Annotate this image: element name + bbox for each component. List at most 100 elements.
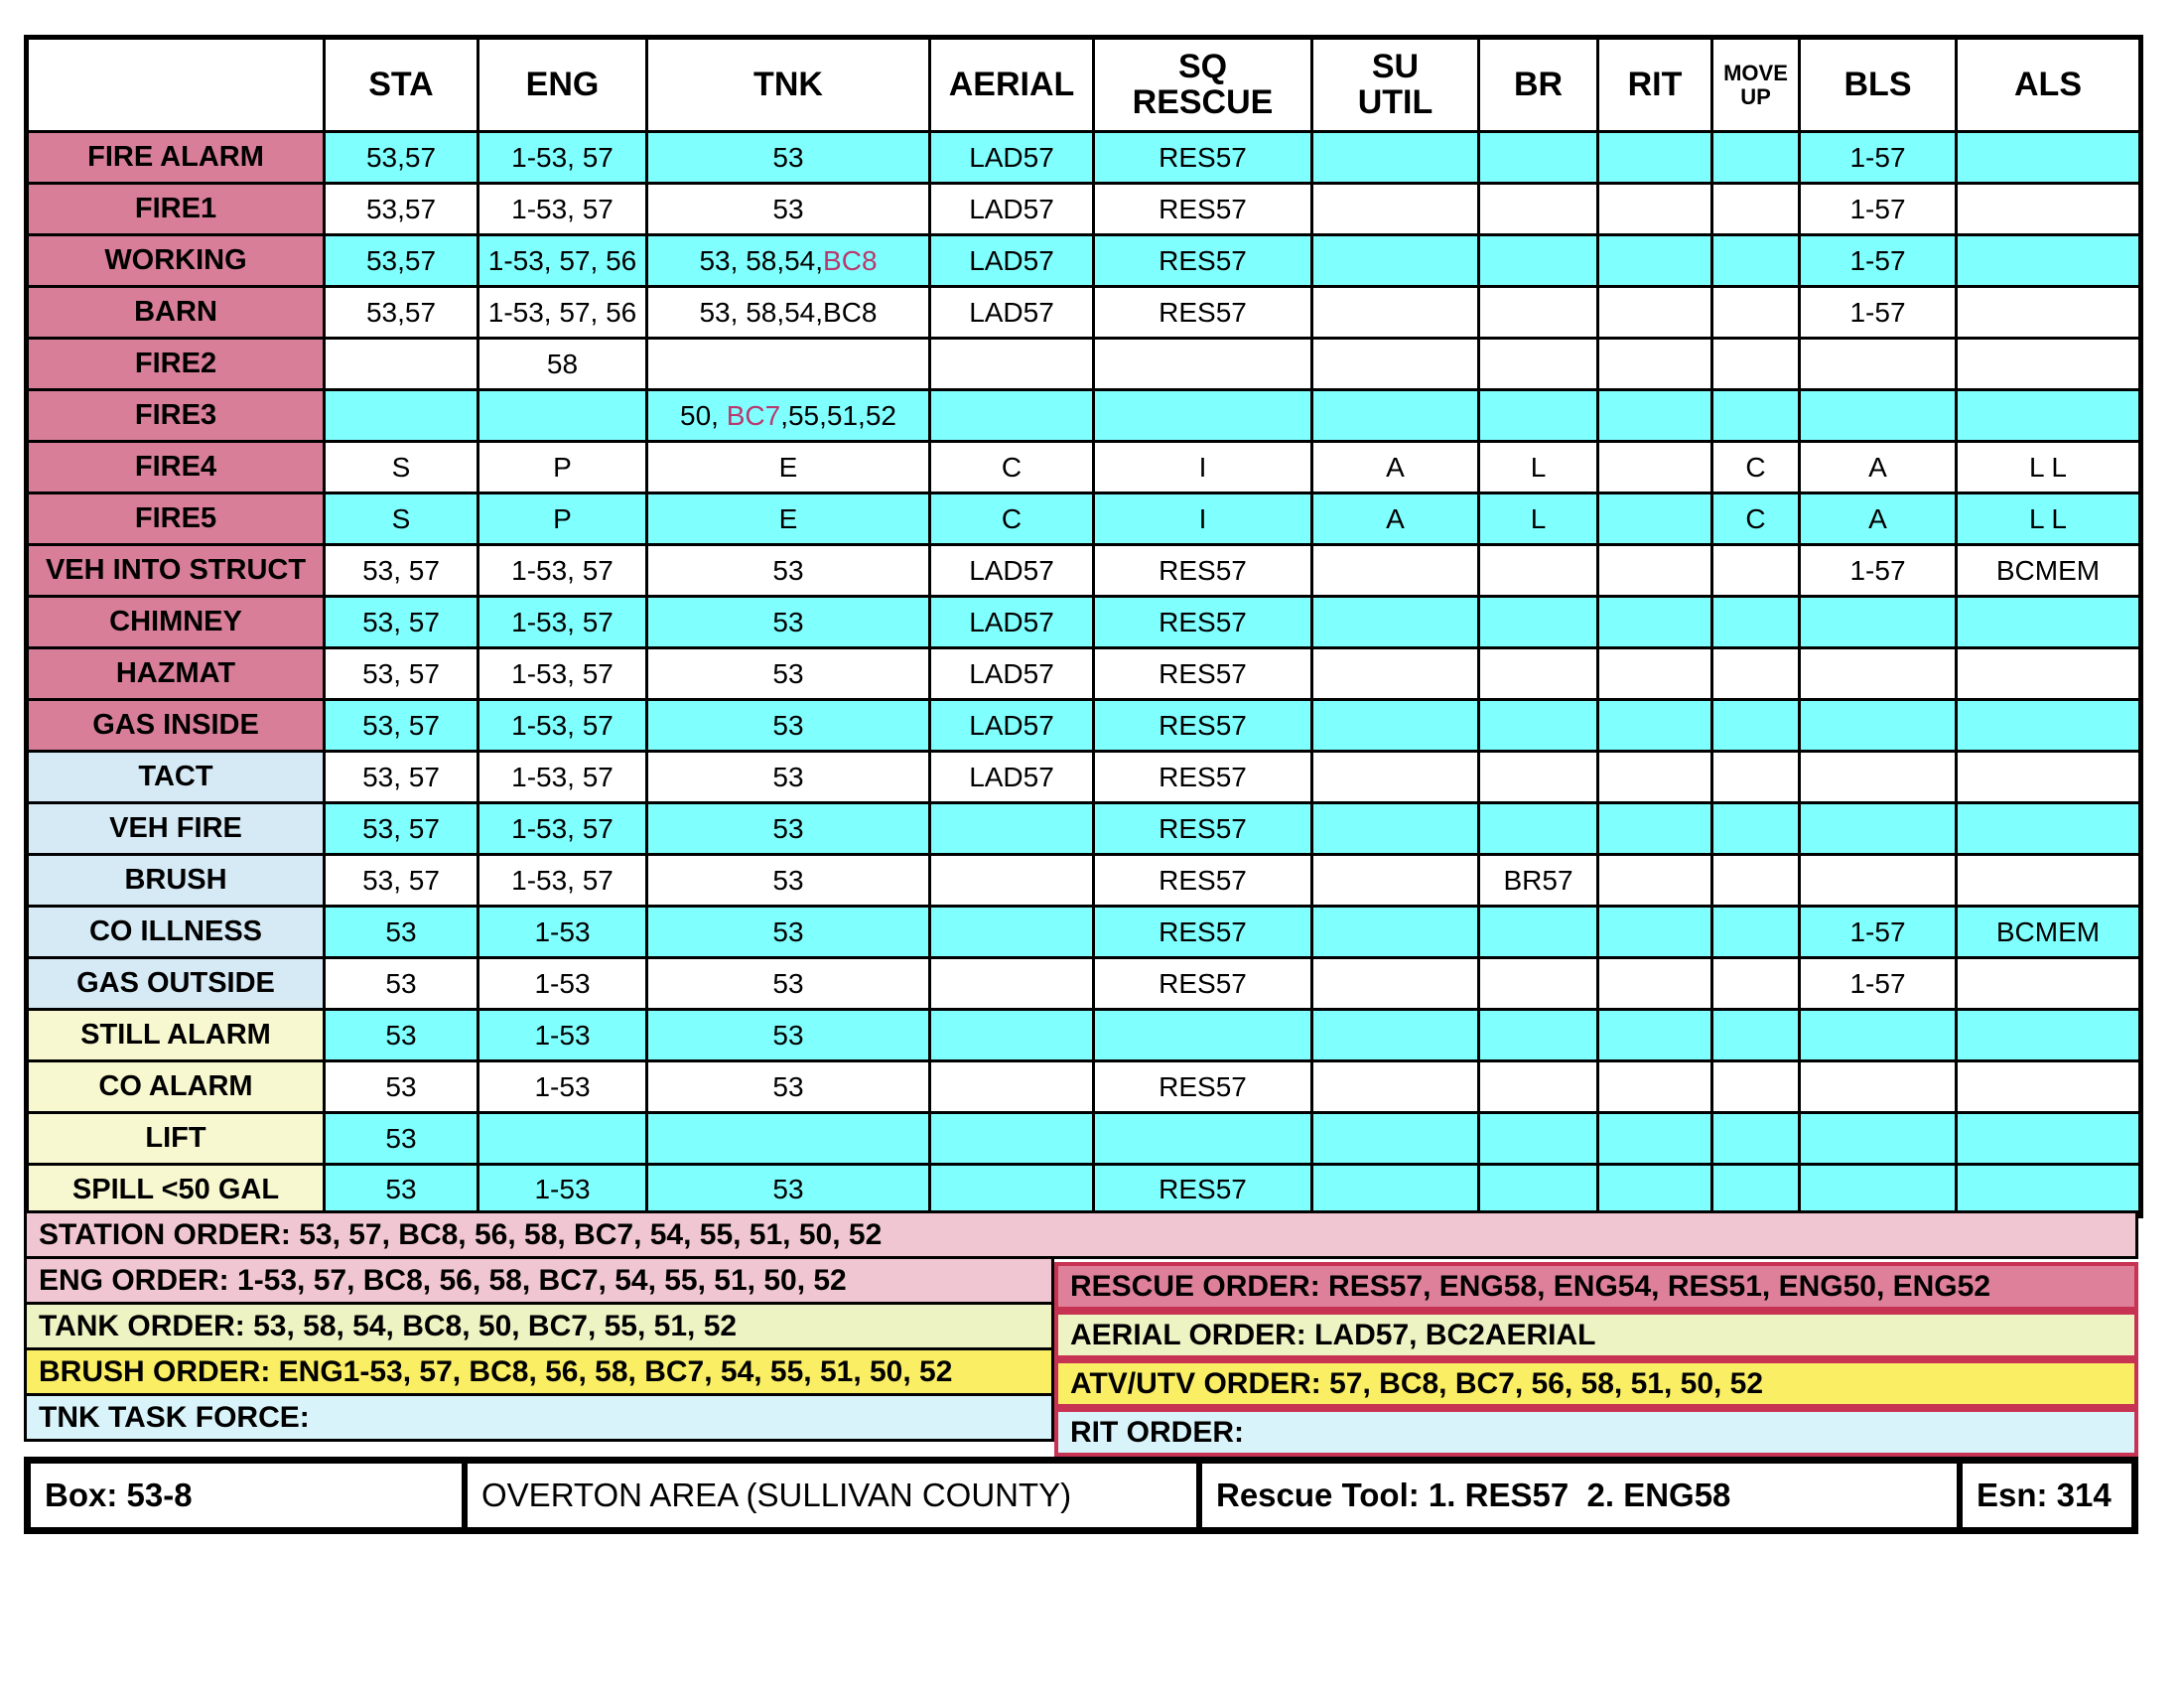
grid-cell	[1710, 543, 1801, 598]
grid-cell	[928, 1111, 1095, 1166]
row-label: FIRE5	[25, 492, 326, 546]
grid-cell: LAD57	[928, 698, 1095, 753]
row-label: VEH INTO STRUCT	[25, 543, 326, 598]
grid-cell	[1798, 1008, 1958, 1062]
grid-cell: 53	[645, 853, 931, 908]
grid-cell: LAD57	[928, 646, 1095, 701]
grid-cell: 53	[645, 956, 931, 1011]
grid-cell	[1310, 1059, 1480, 1114]
grid-cell	[1596, 905, 1713, 959]
grid-cell	[928, 1008, 1095, 1062]
table-row-fire1: FIRE1 53,57 1-53, 57 53 LAD57 RES57 1-57	[25, 182, 2142, 236]
grid-cell	[1596, 492, 1713, 546]
grid-cell	[1798, 801, 1958, 856]
grid-cell: S	[323, 440, 479, 494]
grid-cell	[1092, 388, 1313, 443]
grid-cell	[1596, 595, 1713, 649]
row-label: HAZMAT	[25, 646, 326, 701]
grid-cell	[928, 388, 1095, 443]
tnk-task-force-row: TNK TASK FORCE:	[24, 1393, 1054, 1442]
grid-cell: 1-53, 57	[477, 543, 648, 598]
grid-cell: LAD57	[928, 182, 1095, 236]
grid-cell	[477, 388, 648, 443]
row-label: STILL ALARM	[25, 1008, 326, 1062]
row-label: FIRE1	[25, 182, 326, 236]
grid-cell	[1955, 233, 2142, 288]
rescue-tool: Rescue Tool: 1. RES57 2. ENG58	[1202, 1464, 1963, 1527]
grid-cell	[1710, 1111, 1801, 1166]
grid-cell: 53	[645, 1059, 931, 1114]
grid-cell	[323, 337, 479, 391]
grid-cell: RES57	[1092, 595, 1313, 649]
grid-cell	[477, 1111, 648, 1166]
grid-cell: 53	[323, 1008, 479, 1062]
grid-cell: L	[1477, 492, 1599, 546]
grid-cell	[1310, 750, 1480, 804]
grid-cell	[323, 388, 479, 443]
grid-cell	[1955, 1111, 2142, 1166]
column-header-sta: STA	[323, 36, 479, 133]
grid-cell	[1596, 337, 1713, 391]
grid-cell: 53	[645, 698, 931, 753]
grid-cell: 53, 57	[323, 853, 479, 908]
eng-order-row: ENG ORDER: 1-53, 57, BC8, 56, 58, BC7, 5…	[24, 1256, 1054, 1305]
grid-cell	[1710, 956, 1801, 1011]
grid-cell: 1-53	[477, 1059, 648, 1114]
grid-cell	[1955, 595, 2142, 649]
grid-cell	[1477, 285, 1599, 340]
grid-cell: 1-53, 57	[477, 130, 648, 185]
grid-cell	[1710, 801, 1801, 856]
grid-cell	[1798, 1111, 1958, 1166]
station-order-row: STATION ORDER: 53, 57, BC8, 56, 58, BC7,…	[24, 1210, 2138, 1259]
grid-cell	[1477, 543, 1599, 598]
grid-cell	[1798, 1163, 1958, 1217]
grid-cell	[1310, 956, 1480, 1011]
grid-cell: 1-53	[477, 905, 648, 959]
row-label: FIRE3	[25, 388, 326, 443]
corner-cell	[25, 36, 326, 133]
grid-cell	[1955, 1008, 2142, 1062]
grid-cell: 1-57	[1798, 956, 1958, 1011]
grid-cell	[1310, 388, 1480, 443]
row-label: GAS INSIDE	[25, 698, 326, 753]
grid-cell	[1955, 1059, 2142, 1114]
grid-cell	[1477, 801, 1599, 856]
row-label: VEH FIRE	[25, 801, 326, 856]
grid-cell: 53,57	[323, 233, 479, 288]
grid-cell: 53,57	[323, 182, 479, 236]
unit-text: 50,	[680, 399, 727, 431]
row-label: GAS OUTSIDE	[25, 956, 326, 1011]
row-label: WORKING	[25, 233, 326, 288]
grid-cell	[1596, 801, 1713, 856]
grid-cell	[1710, 905, 1801, 959]
grid-cell	[1710, 1059, 1801, 1114]
grid-cell: 53	[645, 801, 931, 856]
grid-cell: 53,57	[323, 285, 479, 340]
grid-cell	[1596, 182, 1713, 236]
grid-cell	[1955, 130, 2142, 185]
area-name: OVERTON AREA (SULLIVAN COUNTY)	[468, 1464, 1202, 1527]
grid-cell	[1092, 337, 1313, 391]
grid-cell	[1596, 956, 1713, 1011]
table-row-fire5: FIRE5 S P E C I A L C A L L	[25, 492, 2142, 546]
grid-cell: 1-53, 57	[477, 801, 648, 856]
grid-cell: L L	[1955, 492, 2142, 546]
grid-cell: RES57	[1092, 801, 1313, 856]
grid-cell: 53	[645, 543, 931, 598]
grid-cell	[1477, 337, 1599, 391]
row-label: FIRE4	[25, 440, 326, 494]
grid-cell: S	[323, 492, 479, 546]
row-label: BRUSH	[25, 853, 326, 908]
tank-order-row: TANK ORDER: 53, 58, 54, BC8, 50, BC7, 55…	[24, 1302, 1054, 1350]
grid-cell: 53,57	[323, 130, 479, 185]
grid-cell	[1798, 1059, 1958, 1114]
grid-cell: RES57	[1092, 182, 1313, 236]
grid-cell: 53	[645, 905, 931, 959]
grid-cell	[1477, 1111, 1599, 1166]
grid-cell	[1310, 182, 1480, 236]
grid-cell: 53	[645, 1163, 931, 1217]
grid-cell: RES57	[1092, 750, 1313, 804]
grid-cell: 53, 57	[323, 646, 479, 701]
grid-cell	[1477, 182, 1599, 236]
bottom-info-bar: Box: 53-8 OVERTON AREA (SULLIVAN COUNTY)…	[24, 1457, 2138, 1534]
